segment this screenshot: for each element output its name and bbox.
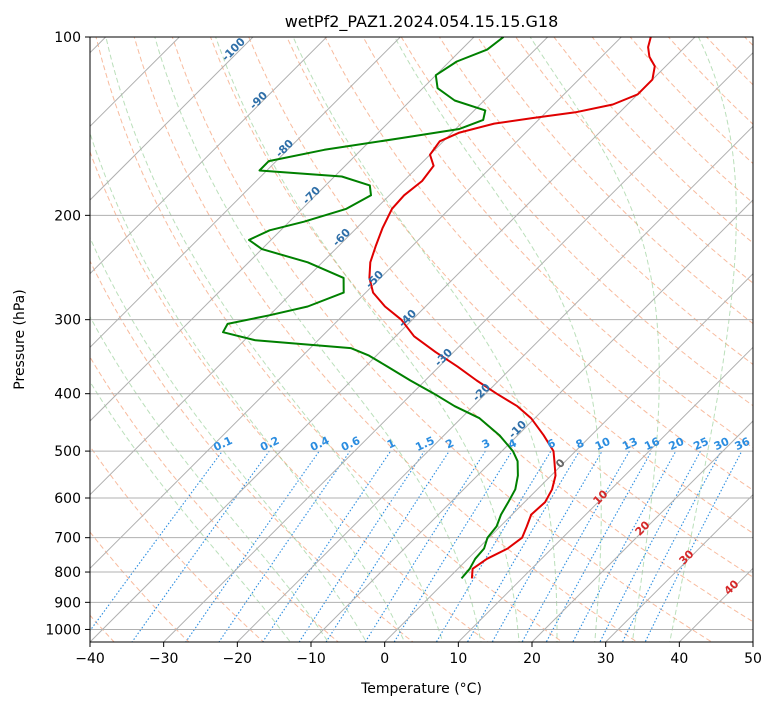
y-tick-label: 600 [54,491,81,507]
dry-adiabat-line [362,37,753,449]
isotherm-line [310,199,753,642]
x-tick-label: −20 [223,651,253,667]
profile-lines [222,37,656,580]
isotherm-line [162,51,753,642]
dry-adiabat-line [90,259,414,642]
chart-title: wetPf2_PAZ1.2024.054.15.15.G18 [285,12,559,32]
y-axis-ticks: 100 200 300 400 500 600 700 800 900 1000 [45,30,90,638]
isotherm-line [0,10,59,654]
mixing-ratio-label: 30 [712,435,732,453]
moist-adiabat-line [154,37,482,642]
isotherm-line [90,37,549,496]
dewpoint-profile-line [222,37,519,580]
dry-adiabat-line [477,37,753,325]
dry-adiabat-line [171,37,713,642]
dry-adiabat-line [90,445,265,642]
isotherm-line [457,346,753,642]
y-tick-label: 500 [54,444,81,460]
y-tick-label: 700 [54,531,81,547]
y-tick-label: 300 [54,313,81,329]
x-axis-ticks: −40 −30 −20 −10 0 10 20 30 40 50 [75,642,762,667]
y-tick-label: 200 [54,208,81,224]
moist-adiabat-line [215,37,520,642]
moist-adiabat-line [90,380,291,642]
dry-adiabat-line [133,37,638,642]
isotherm-line [90,37,696,642]
x-tick-label: 40 [670,651,688,667]
moist-adiabat-line [292,37,558,642]
dry-adiabat-line [756,10,775,654]
x-tick-label: 50 [744,651,762,667]
moist-adiabat-line [669,37,737,642]
y-tick-label: 800 [54,565,81,581]
mixing-ratio-label: 25 [691,435,710,453]
x-axis-label: Temperature (°C) [360,681,482,697]
y-tick-label: 400 [54,387,81,403]
moist-adiabat-line [90,236,367,642]
y-tick-label: 900 [54,595,81,611]
y-tick-label: 100 [54,30,81,46]
temperature-profile-line [368,37,656,579]
isotherm-line [90,37,254,201]
dry-adiabat-line [90,531,190,642]
isotherm-line [90,37,181,128]
y-axis-label: Pressure (hPa) [12,289,28,389]
x-tick-label: 20 [523,651,541,667]
dry-adiabat-line [95,37,564,642]
isotherm-line [90,37,475,422]
dry-adiabat-line [248,37,753,578]
mixing-ratio-label: 20 [667,435,687,453]
mixing-ratio-label: 36 [733,435,753,453]
mixing-ratio-label: 16 [642,435,662,453]
dry-adiabat-line [515,37,753,284]
isotherm-line [604,493,753,642]
x-tick-label: 30 [597,651,615,667]
mixing-ratio-label: 10 [593,435,613,453]
isotherm-line [90,37,328,275]
mixing-ratio-label: 13 [620,435,639,453]
isotherm-line [383,272,753,642]
isotherm-line [236,125,753,642]
isotherm-line [531,420,753,642]
moist-adiabat-line [394,37,602,642]
x-tick-label: −40 [75,651,105,667]
dry-adiabat-line [400,37,753,407]
moist-adiabat-line [90,315,329,642]
moist-adiabat-line [105,37,444,642]
plot-frame [89,36,754,643]
x-tick-label: −10 [296,651,326,667]
x-tick-label: −30 [149,651,179,667]
x-tick-label: 0 [380,651,389,667]
plot-background [90,37,753,642]
x-tick-label: 10 [449,651,467,667]
y-tick-label: 1000 [45,622,81,638]
isotherm-line [90,37,402,349]
background-lines [0,10,775,654]
